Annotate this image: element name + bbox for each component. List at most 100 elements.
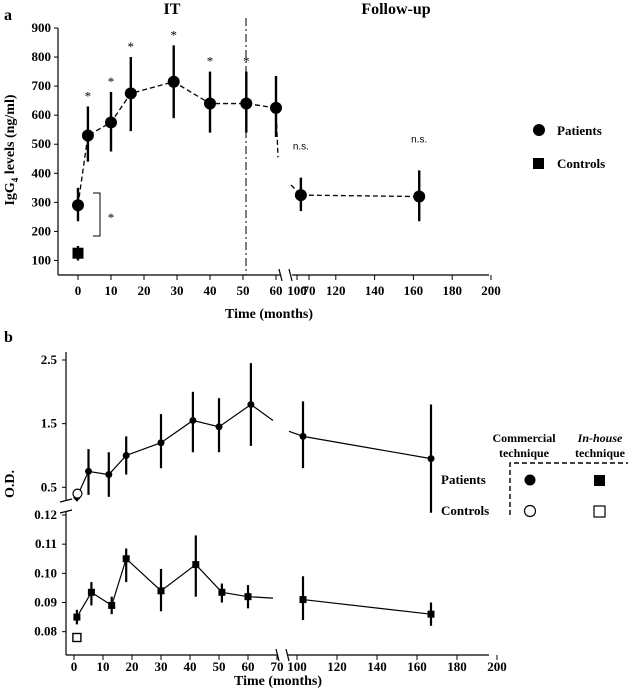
x-tick-label-b: 30 xyxy=(155,659,168,674)
inhouse-patient-point xyxy=(108,601,116,609)
x-axis-break-b-2 xyxy=(285,648,290,662)
x-tick-label-b: 160 xyxy=(407,659,427,674)
x-tick-label-b: 40 xyxy=(184,659,197,674)
y-axis-label-a: IgG4 levels (ng/ml) xyxy=(3,94,20,205)
commercial-patient-point xyxy=(85,467,92,475)
axis-break-a-1 xyxy=(278,268,283,282)
legend-row-patients: Patients xyxy=(441,472,486,487)
y-tick-label-lower: 0.10 xyxy=(34,565,57,580)
y-ticks-a: 100 200 300 400 500 600 700 800 900 xyxy=(32,20,58,267)
y-tick-label: 200 xyxy=(32,223,52,238)
commercial-patient-point xyxy=(105,471,113,479)
commercial-patient-point xyxy=(427,455,435,463)
y-tick-label-upper: 0.5 xyxy=(41,479,58,494)
inhouse-patient-point xyxy=(157,587,165,595)
x-tick-label-b: 120 xyxy=(327,659,347,674)
commercial-line-followup xyxy=(302,435,432,460)
inhouse-patient-point xyxy=(122,555,130,563)
x-tick-label: 160 xyxy=(404,283,424,298)
legend-controls-commercial-marker xyxy=(523,504,537,518)
patients-line-followup xyxy=(300,194,420,198)
patients-point xyxy=(105,116,117,129)
legend-patients-marker xyxy=(533,124,545,136)
inhouse-patient-point xyxy=(244,593,252,601)
commercial-patient-point xyxy=(122,451,130,459)
x-tick-label-b: 10 xyxy=(97,659,110,674)
x-tick-label: 70 xyxy=(303,283,316,298)
x-tick-label-b: 200 xyxy=(487,659,507,674)
y-tick-label-upper: 1.5 xyxy=(41,416,58,431)
commercial-control-point xyxy=(72,488,83,499)
y-tick-label: 600 xyxy=(32,107,52,122)
y-tick-label: 700 xyxy=(32,78,52,93)
y-tick-label-lower: 0.11 xyxy=(35,536,57,551)
legend-dashed-frame xyxy=(509,462,628,515)
y-axis-break-b-1 xyxy=(59,498,73,503)
x-tick-label: 120 xyxy=(326,283,346,298)
y-ticks-b-upper: 0.5 1.5 2.5 xyxy=(41,352,66,494)
y-tick-label: 400 xyxy=(32,165,52,180)
y-tick-label-upper: 2.5 xyxy=(41,352,58,367)
commercial-patient-point xyxy=(157,439,165,447)
commercial-line-it xyxy=(76,404,252,498)
y-label-a-part3: levels (ng/ml) xyxy=(3,94,18,178)
patients-point xyxy=(167,75,180,88)
inhouse-control-point xyxy=(72,632,82,643)
x-tick-label: 50 xyxy=(237,283,250,298)
x-axis-label-a: Time (months) xyxy=(225,307,313,322)
x-tick-label: 100 xyxy=(287,283,307,298)
plot-area-b-commercial xyxy=(72,363,435,513)
y-label-a-sub: 4 xyxy=(10,177,20,182)
y-label-a-part1: IgG xyxy=(3,182,18,205)
x-tick-label: 60 xyxy=(270,283,283,298)
patients-point xyxy=(81,129,94,142)
x-tick-label: 20 xyxy=(138,283,151,298)
significance-star: * xyxy=(108,74,115,89)
legend-controls-inhouse-marker xyxy=(593,505,606,518)
y-tick-label-lower: 0.09 xyxy=(34,595,57,610)
y-tick-label: 900 xyxy=(32,20,52,35)
section-title-followup: Follow-up xyxy=(361,1,430,18)
y-tick-label-lower: 0.08 xyxy=(34,624,57,639)
legend-row-controls: Controls xyxy=(441,503,489,518)
controls-point xyxy=(72,247,84,259)
legend-col2-line2: technique xyxy=(575,446,626,460)
legend-patients-commercial-marker xyxy=(524,474,536,486)
inhouse-patient-point xyxy=(218,588,226,596)
x-tick-label-b: 100 xyxy=(287,659,307,674)
y-tick-label-lower: 0.12 xyxy=(34,507,57,522)
plot-area-b-inhouse xyxy=(72,535,435,643)
x-tick-label-b: 20 xyxy=(126,659,139,674)
significance-star: * xyxy=(170,27,177,42)
significance-star: * xyxy=(128,39,135,54)
x-axis-label-b: Time (months) xyxy=(234,674,322,689)
axis-break-a-2 xyxy=(288,268,293,282)
commercial-patient-point xyxy=(215,423,223,431)
inhouse-line-followup xyxy=(302,598,432,615)
legend-patients-label: Patients xyxy=(557,123,602,138)
significance-star: * xyxy=(85,88,92,103)
inhouse-line-to-break xyxy=(247,596,274,599)
inhouse-patient-point xyxy=(427,610,435,618)
legend-a: Patients Controls xyxy=(533,123,605,171)
inhouse-patient-point xyxy=(299,596,307,604)
y-axis-break-b-2 xyxy=(59,509,73,514)
legend-b: Commercial technique In-house technique … xyxy=(441,431,628,518)
legend-controls-label: Controls xyxy=(557,156,605,171)
x-tick-label: 180 xyxy=(442,283,462,298)
x-tick-label: 0 xyxy=(75,283,82,298)
inhouse-patient-point xyxy=(87,588,95,596)
patients-point xyxy=(240,97,253,110)
legend-col1-line1: Commercial xyxy=(492,431,556,445)
significance-star: * xyxy=(243,54,250,69)
commercial-line-to-break xyxy=(250,404,274,421)
panel-b-label: b xyxy=(4,329,13,346)
y-tick-label: 500 xyxy=(32,136,52,151)
x-tick-label: 200 xyxy=(481,283,501,298)
significance-bracket xyxy=(93,192,101,237)
patients-point xyxy=(413,190,426,203)
x-tick-label: 140 xyxy=(365,283,385,298)
patients-point xyxy=(204,97,216,110)
x-tick-label: 40 xyxy=(204,283,217,298)
